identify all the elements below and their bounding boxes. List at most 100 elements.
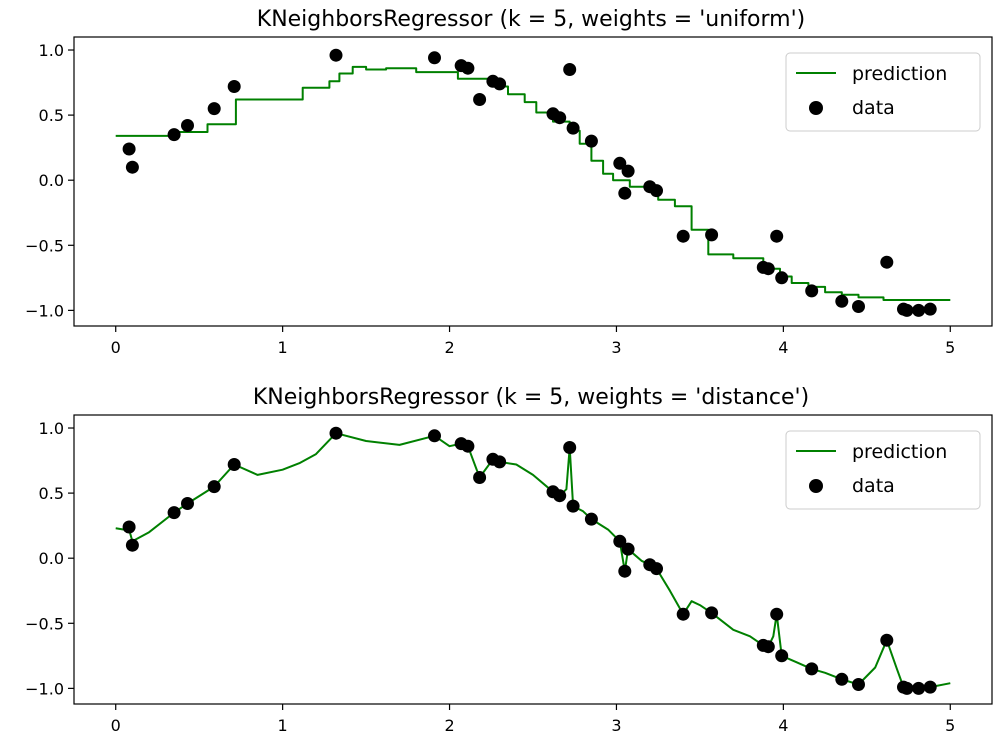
data-point: [912, 303, 926, 317]
data-point: [676, 229, 690, 243]
x-tick-label: 3: [611, 716, 621, 735]
data-point: [835, 294, 849, 308]
y-tick-label: 0.5: [39, 106, 64, 125]
data-point: [621, 542, 635, 556]
data-point: [461, 61, 475, 75]
y-tick-label: 0.0: [39, 171, 64, 190]
data-point: [650, 184, 663, 198]
data-point: [880, 255, 894, 269]
data-point: [912, 681, 926, 695]
legend-label: prediction: [852, 63, 947, 85]
data-point: [621, 164, 635, 178]
data-point: [473, 471, 487, 484]
data-point: [805, 284, 819, 298]
data-point: [900, 681, 914, 695]
data-point: [207, 480, 221, 494]
data-point: [428, 429, 441, 443]
data-point: [761, 640, 775, 654]
x-tick-label: 2: [444, 338, 454, 357]
x-tick-label: 0: [111, 716, 121, 735]
data-point: [880, 633, 894, 647]
data-point: [761, 262, 775, 276]
data-point: [835, 672, 849, 686]
chart-distance: KNeighborsRegressor (k = 5, weights = 'd…: [25, 385, 993, 735]
data-point: [618, 564, 632, 578]
data-point: [167, 506, 181, 520]
data-point: [676, 607, 690, 621]
data-point: [852, 678, 865, 691]
data-point: [613, 534, 627, 548]
data-point: [923, 680, 937, 694]
data-point: [493, 77, 507, 91]
data-point: [122, 142, 136, 156]
data-point: [227, 458, 241, 471]
data-point: [563, 441, 577, 454]
data-point: [923, 302, 937, 316]
data-point: [207, 102, 221, 116]
prediction-line: [115, 432, 951, 690]
x-tick-label: 0: [111, 338, 121, 357]
data-point: [227, 80, 241, 93]
axes-frame: [73, 414, 993, 705]
x-tick-label: 1: [278, 338, 288, 357]
data-point: [125, 160, 139, 174]
data-point: [329, 48, 343, 62]
chart-title: KNeighborsRegressor (k = 5, weights = 'd…: [253, 385, 809, 410]
x-tick-label: 1: [278, 716, 288, 735]
legend-marker-swatch: [809, 101, 823, 115]
legend: prediction data: [785, 430, 981, 510]
data-point: [613, 156, 627, 170]
y-tick-label: 0.5: [39, 484, 64, 503]
y-tick-label: 0.0: [39, 549, 64, 568]
data-point: [566, 121, 580, 135]
data-point: [584, 134, 598, 148]
data-point: [553, 111, 567, 125]
data-point: [125, 538, 139, 552]
data-point: [770, 607, 784, 621]
data-point: [563, 63, 577, 76]
data-point: [775, 271, 789, 285]
data-point: [181, 119, 194, 132]
data-point: [584, 512, 598, 526]
data-point: [566, 499, 580, 513]
data-point: [705, 606, 719, 620]
y-tick-label: −0.5: [25, 614, 64, 633]
y-tick-label: 1.0: [39, 41, 64, 60]
data-point: [650, 562, 663, 576]
x-tick-label: 4: [778, 716, 788, 735]
x-tick-label: 5: [945, 716, 955, 735]
x-tick-label: 5: [945, 338, 955, 357]
data-point: [167, 128, 181, 142]
data-point: [618, 186, 632, 200]
y-tick-label: −0.5: [25, 236, 64, 255]
data-point: [461, 439, 475, 453]
data-point: [705, 228, 719, 242]
legend: prediction data: [785, 52, 981, 132]
data-point: [181, 497, 194, 510]
data-point: [770, 229, 784, 243]
data-point: [900, 303, 914, 317]
y-tick-label: 1.0: [39, 419, 64, 438]
data-point: [473, 93, 487, 106]
legend-marker-swatch: [809, 479, 823, 493]
x-tick-label: 3: [611, 338, 621, 357]
y-tick-label: −1.0: [25, 301, 64, 320]
data-point: [493, 455, 507, 469]
legend-label: data: [852, 97, 895, 119]
data-point: [852, 300, 865, 313]
y-tick-label: −1.0: [25, 679, 64, 698]
x-tick-label: 2: [444, 716, 454, 735]
x-tick-label: 4: [778, 338, 788, 357]
axes-frame: [73, 36, 993, 327]
data-point: [329, 426, 343, 440]
data-point: [428, 51, 441, 65]
data-point: [122, 520, 136, 534]
legend-label: data: [852, 475, 895, 497]
chart-title: KNeighborsRegressor (k = 5, weights = 'u…: [257, 7, 805, 32]
legend-label: prediction: [852, 441, 947, 463]
data-point: [775, 649, 789, 663]
chart-uniform: KNeighborsRegressor (k = 5, weights = 'u…: [25, 7, 993, 357]
data-point: [805, 662, 819, 676]
data-point: [553, 489, 567, 503]
